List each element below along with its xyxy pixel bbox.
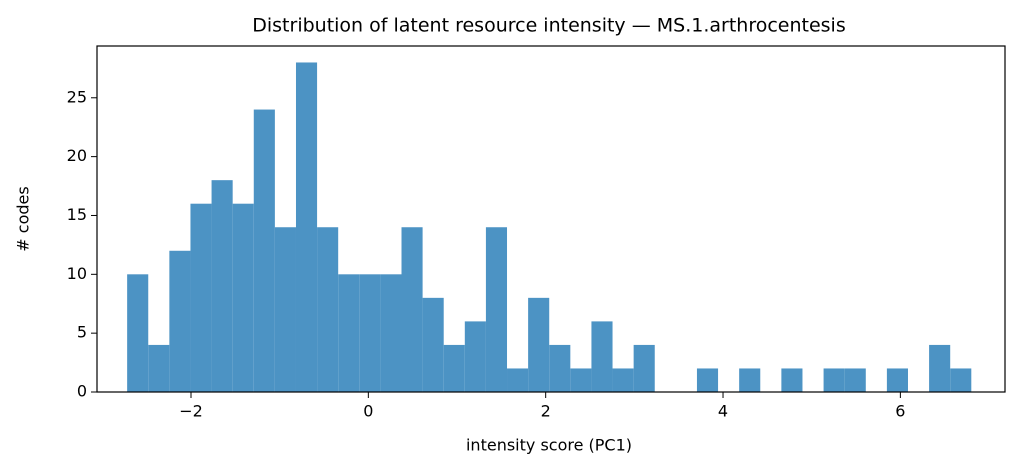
x-tick-label: 6: [895, 402, 905, 421]
y-tick-label: 10: [67, 264, 87, 283]
y-tick-label: 20: [67, 146, 87, 165]
bar: [929, 344, 951, 392]
bar: [443, 344, 465, 392]
bar: [570, 368, 592, 392]
bar: [274, 227, 296, 392]
bar: [844, 368, 866, 392]
bar: [633, 344, 655, 392]
bar: [295, 62, 318, 392]
axes-frame: [96, 45, 1006, 393]
x-tick-label: 2: [541, 402, 551, 421]
bar: [422, 297, 444, 392]
bar: [739, 368, 761, 392]
bar: [485, 227, 508, 392]
bar: [401, 227, 423, 392]
bar: [232, 203, 254, 392]
x-tick-label: −2: [179, 402, 203, 421]
bar: [549, 344, 571, 392]
bar: [781, 368, 803, 392]
bar: [253, 109, 275, 392]
bar: [359, 274, 381, 392]
y-tick-label: 25: [67, 87, 87, 106]
bar: [211, 180, 233, 392]
bar: [380, 274, 402, 392]
bar: [696, 368, 719, 392]
bar: [190, 203, 212, 392]
y-tick-label: 15: [67, 205, 87, 224]
x-tick-label: 4: [718, 402, 728, 421]
y-tick-label: 0: [77, 382, 87, 401]
x-axis-label: intensity score (PC1): [466, 436, 632, 455]
y-tick-label: 5: [77, 323, 87, 342]
bar: [612, 368, 634, 392]
bar: [317, 227, 339, 392]
bars: [127, 62, 972, 392]
bar: [127, 274, 149, 392]
y-axis-label: # codes: [14, 186, 33, 251]
bar: [464, 321, 486, 392]
bar: [148, 344, 170, 392]
bar: [823, 368, 845, 392]
bar: [507, 368, 529, 392]
chart-title: Distribution of latent resource intensit…: [252, 15, 845, 37]
bar: [169, 250, 191, 392]
bar: [886, 368, 908, 392]
x-tick-label: 0: [363, 402, 373, 421]
bar: [591, 321, 613, 392]
bar: [338, 274, 360, 392]
bar: [950, 368, 972, 392]
bar: [528, 297, 550, 392]
